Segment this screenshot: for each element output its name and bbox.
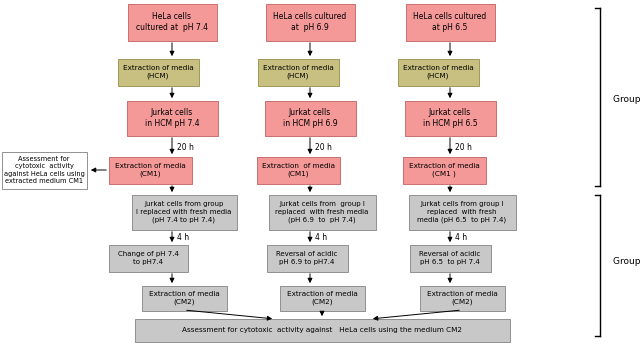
Text: Jurkat cells
in HCM pH 6.5: Jurkat cells in HCM pH 6.5 bbox=[422, 108, 477, 128]
Text: Extraction of media
(HCM): Extraction of media (HCM) bbox=[262, 65, 333, 79]
Text: Extraction  of media
(CM1): Extraction of media (CM1) bbox=[262, 163, 335, 177]
FancyBboxPatch shape bbox=[257, 58, 339, 86]
Text: Assessment for cytotoxic  activity against   HeLa cells using the medium CM2: Assessment for cytotoxic activity agains… bbox=[182, 327, 462, 333]
FancyBboxPatch shape bbox=[404, 100, 495, 136]
FancyBboxPatch shape bbox=[406, 3, 495, 41]
Text: Group 1: Group 1 bbox=[613, 96, 640, 105]
Text: Reversal of acidic
pH 6.9 to pH7.4: Reversal of acidic pH 6.9 to pH7.4 bbox=[276, 251, 338, 265]
FancyBboxPatch shape bbox=[266, 3, 355, 41]
FancyBboxPatch shape bbox=[131, 194, 237, 229]
FancyBboxPatch shape bbox=[127, 3, 216, 41]
Text: 4 h: 4 h bbox=[315, 234, 327, 243]
Text: Extraction of media
(CM1 ): Extraction of media (CM1 ) bbox=[408, 163, 479, 177]
Text: Extraction of media
(HCM): Extraction of media (HCM) bbox=[123, 65, 193, 79]
Text: HeLa cells cultured
at pH 6.5: HeLa cells cultured at pH 6.5 bbox=[413, 12, 486, 32]
Text: Extraction of media
(CM2): Extraction of media (CM2) bbox=[148, 291, 220, 305]
FancyBboxPatch shape bbox=[266, 245, 348, 271]
FancyBboxPatch shape bbox=[280, 286, 365, 311]
Text: Jurkat cells
in HCM pH 6.9: Jurkat cells in HCM pH 6.9 bbox=[283, 108, 337, 128]
Text: HeLa cells
cultured at  pH 7.4: HeLa cells cultured at pH 7.4 bbox=[136, 12, 208, 32]
FancyBboxPatch shape bbox=[1, 151, 86, 189]
Text: 20 h: 20 h bbox=[177, 143, 194, 152]
FancyBboxPatch shape bbox=[419, 286, 504, 311]
Text: 4 h: 4 h bbox=[177, 234, 189, 243]
FancyBboxPatch shape bbox=[410, 245, 490, 271]
Text: 20 h: 20 h bbox=[455, 143, 472, 152]
Text: Extraction of media
(HCM): Extraction of media (HCM) bbox=[403, 65, 474, 79]
Text: 20 h: 20 h bbox=[315, 143, 332, 152]
Text: HeLa cells cultured
at  pH 6.9: HeLa cells cultured at pH 6.9 bbox=[273, 12, 347, 32]
FancyBboxPatch shape bbox=[118, 58, 198, 86]
FancyBboxPatch shape bbox=[403, 157, 486, 183]
Text: Assessment for
cytotoxic  activity
against HeLa cells using
extracted medium CM1: Assessment for cytotoxic activity agains… bbox=[4, 156, 84, 184]
FancyBboxPatch shape bbox=[134, 319, 509, 342]
FancyBboxPatch shape bbox=[264, 100, 355, 136]
Text: Jurkat cells from group
I replaced with fresh media
(pH 7.4 to pH 7.4): Jurkat cells from group I replaced with … bbox=[136, 201, 232, 223]
Text: Jurkat cells
in HCM pH 7.4: Jurkat cells in HCM pH 7.4 bbox=[145, 108, 199, 128]
Text: Group 2: Group 2 bbox=[613, 258, 640, 267]
Text: Change of pH 7.4
to pH7.4: Change of pH 7.4 to pH7.4 bbox=[118, 251, 179, 265]
FancyBboxPatch shape bbox=[127, 100, 218, 136]
FancyBboxPatch shape bbox=[408, 194, 515, 229]
Text: 4 h: 4 h bbox=[455, 234, 467, 243]
Text: Jurkat cells from  group I
replaced  with fresh media
(pH 6.9  to  pH 7.4): Jurkat cells from group I replaced with … bbox=[275, 201, 369, 223]
Text: Extraction of media
(CM1): Extraction of media (CM1) bbox=[115, 163, 186, 177]
FancyBboxPatch shape bbox=[109, 245, 188, 271]
Text: Jurkat cells from group I
replaced  with fresh
media (pH 6.5  to pH 7.4): Jurkat cells from group I replaced with … bbox=[417, 201, 507, 223]
FancyBboxPatch shape bbox=[141, 286, 227, 311]
Text: Extraction of media
(CM2): Extraction of media (CM2) bbox=[287, 291, 357, 305]
FancyBboxPatch shape bbox=[397, 58, 479, 86]
FancyBboxPatch shape bbox=[257, 157, 339, 183]
FancyBboxPatch shape bbox=[109, 157, 191, 183]
Text: Extraction of media
(CM2): Extraction of media (CM2) bbox=[427, 291, 497, 305]
Text: Reversal of acidic
pH 6.5  to pH 7.4: Reversal of acidic pH 6.5 to pH 7.4 bbox=[419, 251, 481, 265]
FancyBboxPatch shape bbox=[269, 194, 376, 229]
